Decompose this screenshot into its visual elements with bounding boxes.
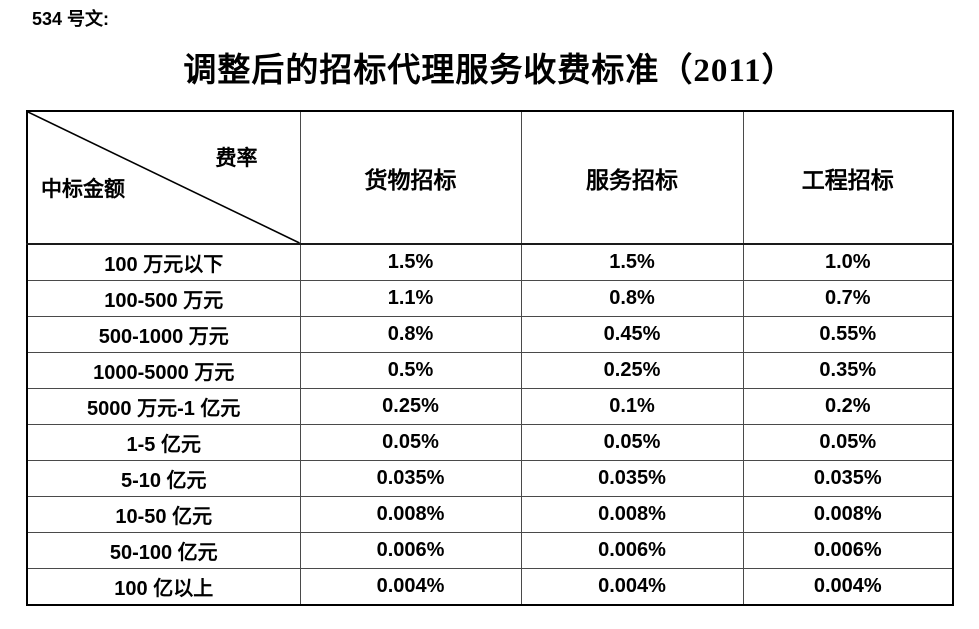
fee-cell: 0.7%: [742, 280, 954, 317]
fee-cell: 0.008%: [742, 496, 954, 533]
fee-cell: 0.006%: [742, 532, 954, 569]
fee-cell: 0.004%: [299, 568, 522, 606]
fee-cell: 0.45%: [520, 316, 744, 353]
fee-cell: 1.5%: [520, 243, 744, 281]
corner-header-cell: 费率 中标金额: [26, 110, 301, 245]
fee-standard-table: 费率 中标金额 货物招标 服务招标 工程招标 100 万元以下 1.5% 1.5…: [26, 110, 954, 606]
fee-cell: 0.05%: [742, 424, 954, 461]
fee-cell: 1.1%: [299, 280, 522, 317]
table-row: 100 万元以下 1.5% 1.5% 1.0%: [26, 243, 954, 281]
fee-cell: 0.5%: [299, 352, 522, 389]
row-label-amount-range: 10-50 亿元: [26, 496, 301, 533]
table-row: 10-50 亿元 0.008% 0.008% 0.008%: [26, 496, 954, 533]
header-row: 费率 中标金额 货物招标 服务招标 工程招标: [26, 110, 954, 245]
fee-cell: 1.5%: [299, 243, 522, 281]
fee-cell: 0.004%: [742, 568, 954, 606]
fee-cell: 0.035%: [520, 460, 744, 497]
fee-cell: 0.8%: [520, 280, 744, 317]
fee-cell: 0.05%: [299, 424, 522, 461]
fee-cell: 0.035%: [299, 460, 522, 497]
table-row: 100 亿以上 0.004% 0.004% 0.004%: [26, 568, 954, 606]
fee-cell: 0.004%: [520, 568, 744, 606]
fee-cell: 0.1%: [520, 388, 744, 425]
fee-cell: 0.2%: [742, 388, 954, 425]
row-label-amount-range: 1-5 亿元: [26, 424, 301, 461]
column-header-service-bidding: 服务招标: [520, 110, 744, 245]
document-number-label: 534 号文:: [32, 9, 110, 29]
fee-table-header: 费率 中标金额 货物招标 服务招标 工程招标: [26, 110, 954, 245]
fee-cell: 0.035%: [742, 460, 954, 497]
fee-cell: 0.006%: [299, 532, 522, 569]
table-row: 100-500 万元 1.1% 0.8% 0.7%: [26, 280, 954, 317]
row-label-amount-range: 5-10 亿元: [26, 460, 301, 497]
column-header-goods-bidding: 货物招标: [299, 110, 522, 245]
row-label-amount-range: 500-1000 万元: [26, 316, 301, 353]
fee-table-body: 100 万元以下 1.5% 1.5% 1.0% 100-500 万元 1.1% …: [26, 243, 954, 606]
table-row: 1000-5000 万元 0.5% 0.25% 0.35%: [26, 352, 954, 389]
page-title: 调整后的招标代理服务收费标准（2011）: [183, 53, 796, 89]
corner-label-rate: 费率: [215, 146, 258, 170]
row-label-amount-range: 1000-5000 万元: [26, 352, 301, 389]
fee-cell: 0.008%: [299, 496, 522, 533]
fee-cell: 0.008%: [520, 496, 744, 533]
fee-cell: 0.55%: [742, 316, 954, 353]
fee-cell: 0.05%: [520, 424, 744, 461]
table-row: 5-10 亿元 0.035% 0.035% 0.035%: [26, 460, 954, 497]
fee-cell: 0.8%: [299, 316, 522, 353]
fee-cell: 1.0%: [742, 243, 954, 281]
table-row: 5000 万元-1 亿元 0.25% 0.1% 0.2%: [26, 388, 954, 425]
fee-cell: 0.35%: [742, 352, 954, 389]
fee-cell: 0.25%: [299, 388, 522, 425]
row-label-amount-range: 100 万元以下: [26, 243, 301, 281]
table-row: 1-5 亿元 0.05% 0.05% 0.05%: [26, 424, 954, 461]
corner-label-bid-amount: 中标金额: [41, 177, 125, 201]
row-label-amount-range: 100-500 万元: [26, 280, 301, 317]
table-row: 50-100 亿元 0.006% 0.006% 0.006%: [26, 532, 954, 569]
row-label-amount-range: 100 亿以上: [26, 568, 301, 606]
table-row: 500-1000 万元 0.8% 0.45% 0.55%: [26, 316, 954, 353]
row-label-amount-range: 5000 万元-1 亿元: [26, 388, 301, 425]
fee-cell: 0.25%: [520, 352, 744, 389]
fee-cell: 0.006%: [520, 532, 744, 569]
row-label-amount-range: 50-100 亿元: [26, 532, 301, 569]
diagonal-divider-line: [28, 112, 299, 242]
column-header-engineering-bidding: 工程招标: [742, 110, 954, 245]
